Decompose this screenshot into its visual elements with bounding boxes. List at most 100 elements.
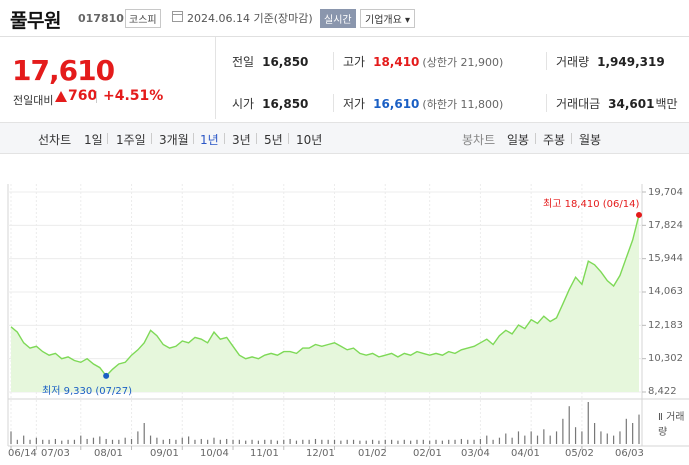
tab-period-1w[interactable]: 1주일 (116, 133, 146, 147)
change-label: 전일대비 (13, 94, 54, 107)
current-price-box: 17,610 전일대비 760 +4.51% (0, 37, 216, 119)
volume-bar (156, 437, 158, 444)
volume-bar (619, 431, 621, 444)
price-summary: 17,610 전일대비 760 +4.51% 전일 16,850 고가 18,410… (0, 36, 689, 119)
volume-bar (213, 437, 215, 444)
prev-close: 전일 16,850 (232, 53, 308, 70)
up-arrow-icon (55, 91, 67, 102)
x-tick-label: 03/04 (461, 448, 490, 459)
y-tick-label: 15,944 (648, 253, 683, 264)
price-chart[interactable]: 19,704 17,824 15,944 14,063 12,183 10,30… (0, 156, 689, 465)
volume-bar (29, 439, 31, 444)
chart-tabs: 선차트 1일 1주일 3개월 1년 3년 5년 10년 봉차트 일봉 주봉 월봉 (0, 122, 689, 154)
x-tick-label: 06/14 (8, 448, 37, 459)
volume-bar (498, 437, 501, 444)
volume-bar (276, 440, 279, 444)
volume-bar (587, 402, 589, 444)
volume-bar (149, 435, 152, 444)
low-price: 저가 16,610 (하한가 11,800) (343, 95, 503, 112)
open-value: 16,850 (262, 97, 309, 111)
tab-candle-monthly[interactable]: 월봉 (579, 133, 602, 147)
x-tick-label: 07/03 (41, 448, 70, 459)
volume-bar (435, 439, 437, 444)
volume-bar (200, 438, 202, 444)
volume-bar (48, 439, 50, 444)
tab-candle-weekly[interactable]: 주봉 (543, 133, 566, 147)
company-overview-dropdown[interactable]: 기업개요 ▾ (360, 9, 415, 28)
volume-bar (422, 439, 424, 444)
volume-bar (238, 439, 240, 444)
volume-bar (289, 438, 291, 444)
volume-bar (137, 431, 139, 444)
divider (535, 133, 536, 144)
volume-bar (460, 438, 462, 444)
volume-bar (352, 439, 355, 444)
y-tick-label: 12,183 (648, 320, 683, 331)
volume-value: 1,949,319 (597, 55, 665, 69)
high-value: 18,410 (373, 55, 420, 69)
volume-bar (270, 439, 272, 444)
volume-bar (606, 433, 608, 444)
volume-bar (99, 436, 101, 444)
amount-value: 34,601 (608, 97, 655, 111)
volume-bar (486, 435, 488, 444)
tab-period-5y[interactable]: 5년 (264, 133, 283, 147)
y-tick-label: 10,302 (648, 353, 683, 364)
tab-period-10y[interactable]: 10년 (296, 133, 323, 147)
upper-limit: (상한가 21,900) (422, 56, 504, 69)
tab-period-3m[interactable]: 3개월 (159, 133, 189, 147)
tab-candle-chart[interactable]: 봉차트 (462, 133, 496, 147)
volume-bar (403, 439, 405, 444)
volume-bar (67, 439, 69, 444)
divider (107, 133, 108, 144)
volume-bar (118, 439, 120, 444)
y-tick-label: 17,824 (648, 220, 683, 231)
volume-bar (454, 439, 456, 444)
volume-bar (283, 439, 285, 444)
tab-period-3y[interactable]: 3년 (232, 133, 251, 147)
volume-bar (10, 431, 12, 444)
volume-bar (346, 439, 348, 444)
volume-bar (625, 418, 627, 444)
volume-bar (391, 439, 393, 444)
tab-period-1y[interactable]: 1년 (200, 133, 219, 147)
stock-name[interactable]: 풀무원 (10, 10, 61, 32)
volume-bar (340, 440, 342, 444)
realtime-button[interactable]: 실시간 (320, 9, 356, 28)
divider (546, 94, 547, 112)
volume-bar (410, 440, 412, 444)
volume-bar (505, 433, 507, 444)
prev-close-value: 16,850 (262, 55, 309, 69)
volume-bar (593, 423, 596, 444)
tab-period-1d[interactable]: 1일 (84, 133, 103, 147)
x-tick-label: 02/01 (413, 448, 442, 459)
volume-bar (232, 439, 234, 444)
volume-bar (613, 435, 615, 444)
amount-unit: 백만 (655, 97, 678, 111)
divider (151, 133, 152, 144)
tab-line-chart[interactable]: 선차트 (38, 133, 72, 147)
x-tick-label: 11/01 (250, 448, 279, 459)
tab-candle-daily[interactable]: 일봉 (507, 133, 530, 147)
volume-bar (194, 439, 196, 444)
volume-bar (365, 440, 367, 444)
volume-bar (543, 429, 545, 444)
volume-label: 거래량 (556, 55, 590, 69)
x-tick-label: 06/03 (615, 448, 644, 459)
price-line (10, 214, 640, 377)
volume-bar (162, 439, 164, 444)
volume-bar (226, 438, 228, 444)
max-annotation: 최고 18,410 (06/14) (543, 199, 640, 210)
min-point-marker (103, 372, 110, 379)
volume-bar (264, 439, 266, 444)
x-tick-label: 05/02 (565, 448, 594, 459)
volume-bar (536, 435, 539, 444)
volume-bar (54, 438, 57, 444)
base-date: 2024.06.14 기준(장마감) (187, 12, 313, 25)
x-tick-label: 04/01 (511, 448, 540, 459)
x-tick-label: 01/02 (358, 448, 387, 459)
volume-bar (295, 440, 298, 444)
change-value: 760 (68, 88, 98, 104)
volume-bar (568, 406, 570, 444)
low-label: 저가 (343, 97, 366, 111)
